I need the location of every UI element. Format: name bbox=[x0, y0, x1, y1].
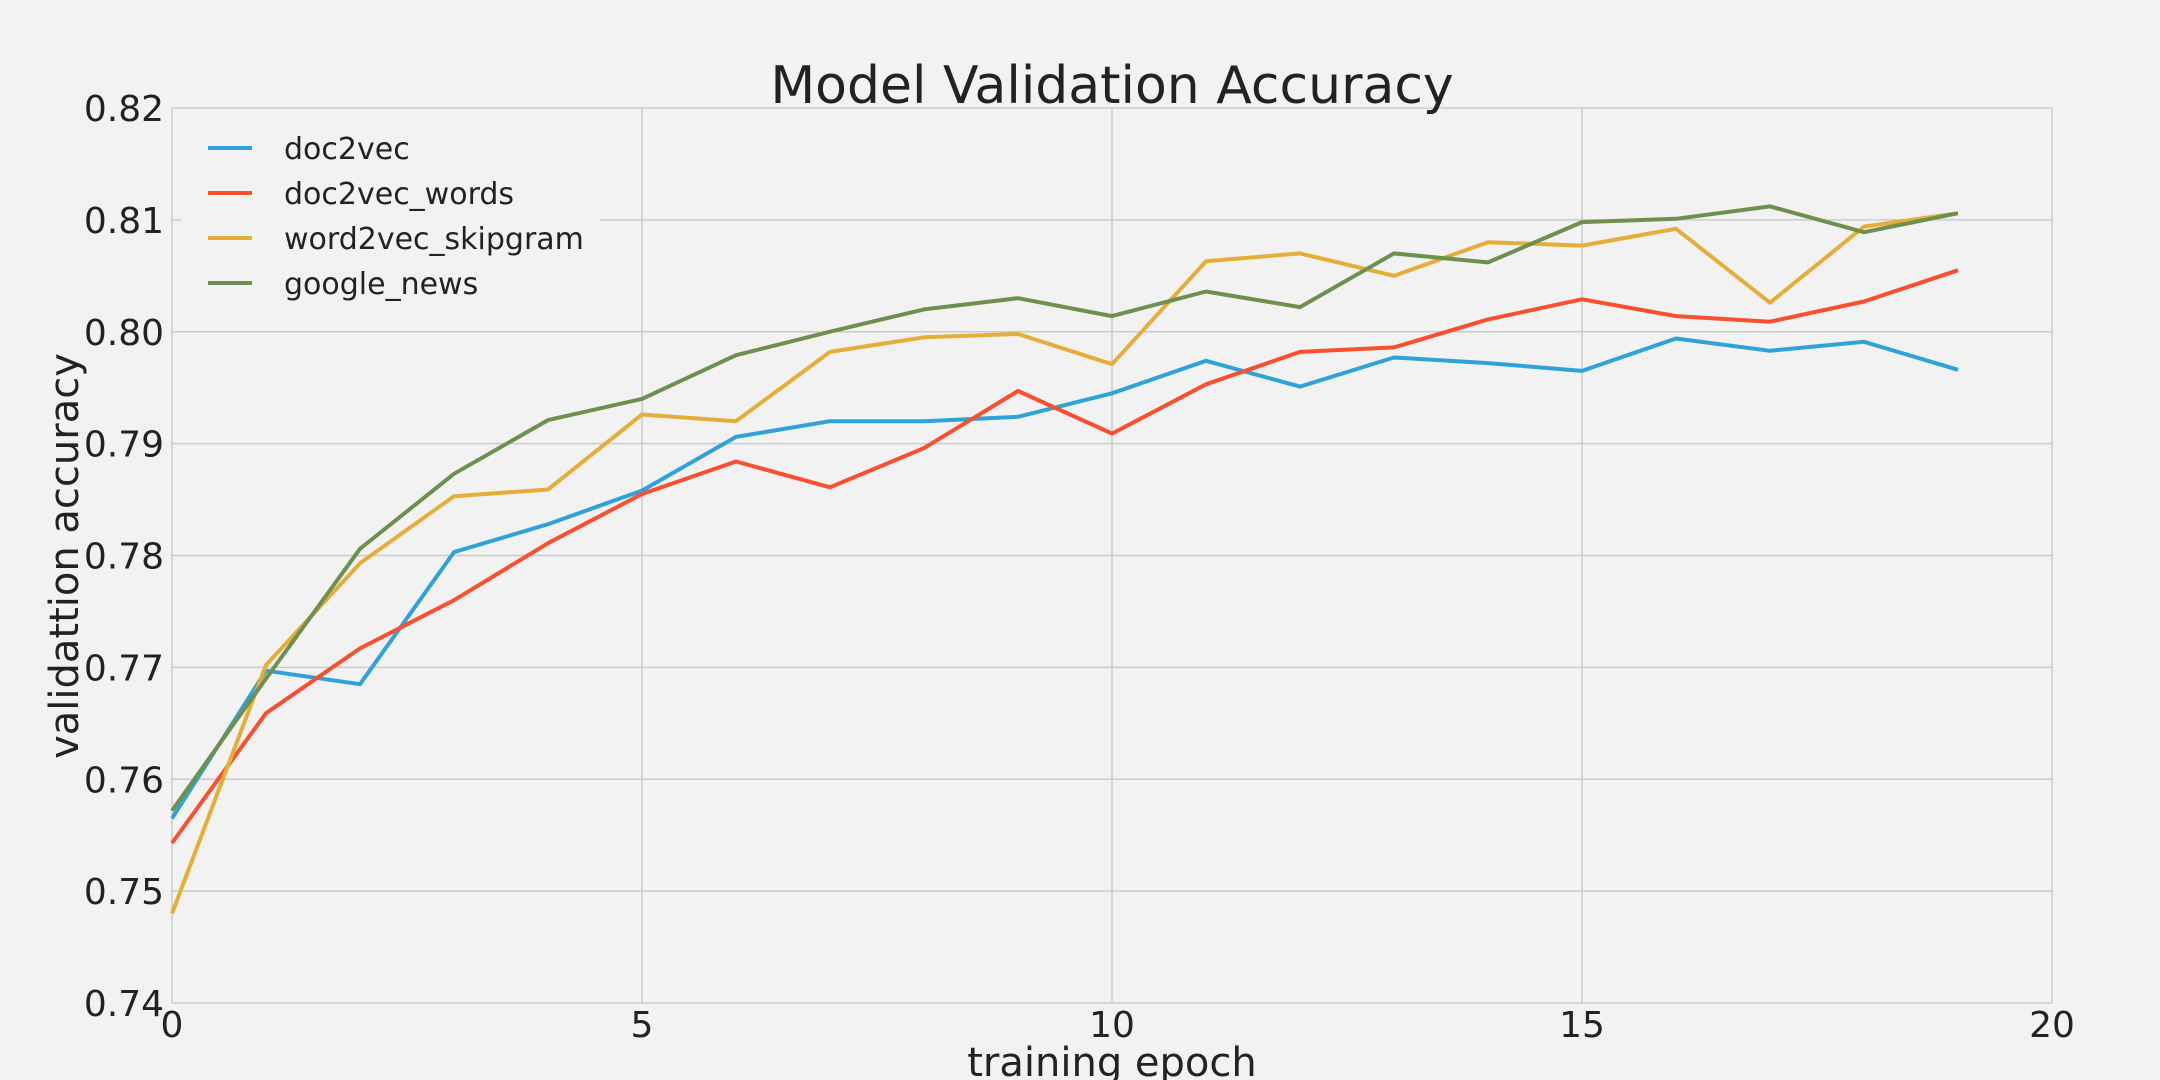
y-tick-label: 0.75 bbox=[84, 872, 164, 913]
x-tick-label: 10 bbox=[1089, 1005, 1135, 1046]
series-line-doc2vec bbox=[170, 336, 1959, 820]
x-tick-label: 20 bbox=[2029, 1005, 2075, 1046]
chart-title: Model Validation Accuracy bbox=[770, 56, 1453, 116]
legend-label-word2vec_skipgram: word2vec_skipgram bbox=[284, 222, 584, 257]
legend-label-doc2vec: doc2vec bbox=[284, 132, 410, 167]
x-tick-labels: 0 5 10 15 20 bbox=[161, 1005, 2075, 1046]
x-tick-label: 15 bbox=[1559, 1005, 1605, 1046]
series-line-google_news bbox=[170, 204, 1959, 812]
y-tick-label: 0.74 bbox=[84, 984, 164, 1025]
x-tick-label: 5 bbox=[631, 1005, 654, 1046]
series-line-doc2vec_words bbox=[170, 268, 1959, 845]
y-tick-label: 0.78 bbox=[84, 537, 164, 578]
y-tick-label: 0.82 bbox=[84, 89, 164, 130]
legend: doc2vec doc2vec_words word2vec_skipgramgoo… bbox=[208, 132, 584, 302]
y-tick-label: 0.77 bbox=[84, 648, 164, 689]
y-tick-label: 0.76 bbox=[84, 760, 164, 801]
y-tick-label: 0.81 bbox=[84, 201, 164, 242]
y-tick-label: 0.79 bbox=[84, 425, 164, 466]
x-axis-title: training epoch bbox=[967, 1040, 1257, 1080]
x-tick-label: 0 bbox=[161, 1005, 184, 1046]
series-lines bbox=[170, 204, 1959, 915]
y-tick-labels: 0.74 0.75 0.76 0.77 0.78 0.79 0.80 0.81 0.82 bbox=[84, 89, 164, 1025]
y-axis-title: validattion accuracy bbox=[42, 353, 88, 759]
series-line-word2vec_skipgram bbox=[170, 211, 1959, 915]
grid bbox=[171, 107, 2053, 1004]
legend-label-doc2vec_words: doc2vec_words bbox=[284, 177, 514, 212]
legend-label-google_news: google_news bbox=[284, 267, 478, 302]
y-tick-label: 0.80 bbox=[84, 313, 164, 354]
